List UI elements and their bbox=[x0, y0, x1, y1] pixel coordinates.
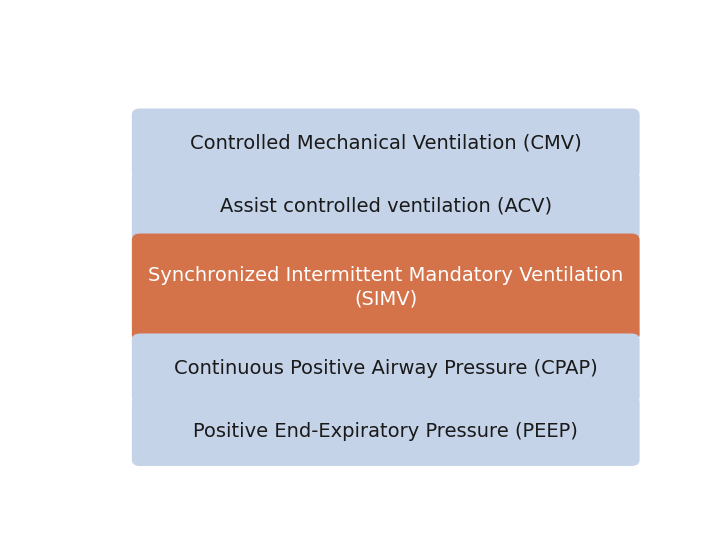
FancyBboxPatch shape bbox=[627, 113, 637, 461]
Text: Continuous Positive Airway Pressure (CPAP): Continuous Positive Airway Pressure (CPA… bbox=[174, 359, 598, 378]
FancyBboxPatch shape bbox=[132, 396, 639, 466]
FancyBboxPatch shape bbox=[132, 171, 639, 241]
FancyBboxPatch shape bbox=[132, 334, 639, 403]
FancyBboxPatch shape bbox=[135, 113, 145, 461]
FancyBboxPatch shape bbox=[132, 233, 639, 341]
FancyBboxPatch shape bbox=[132, 109, 639, 179]
Text: Assist controlled ventilation (ACV): Assist controlled ventilation (ACV) bbox=[220, 197, 552, 215]
Text: Positive End-Expiratory Pressure (PEEP): Positive End-Expiratory Pressure (PEEP) bbox=[193, 422, 578, 441]
Text: Synchronized Intermittent Mandatory Ventilation
(SIMV): Synchronized Intermittent Mandatory Vent… bbox=[148, 266, 624, 308]
Text: Controlled Mechanical Ventilation (CMV): Controlled Mechanical Ventilation (CMV) bbox=[190, 134, 582, 153]
